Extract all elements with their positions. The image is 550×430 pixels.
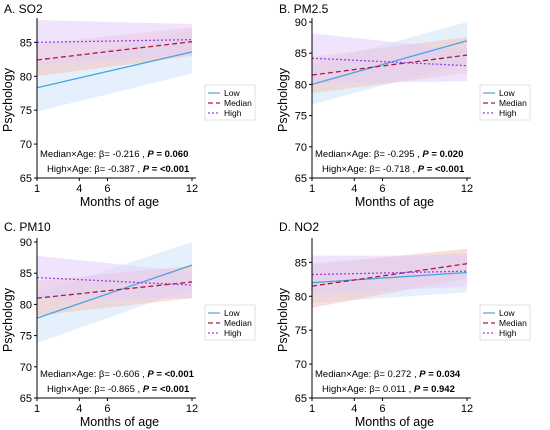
y-axis-label: Psychology <box>276 287 290 352</box>
panel-2: B. PM2.5 65 70 75 80 85 90 1 4 6 12 Months of age Ps… <box>276 2 531 209</box>
y-tick-label: 80 <box>20 71 32 83</box>
y-tick-label: 85 <box>295 48 307 60</box>
ci-band-high <box>37 19 192 65</box>
legend-label-low: Low <box>224 308 240 318</box>
y-tick-label: 65 <box>20 393 32 405</box>
y-tick-label: 80 <box>20 299 32 311</box>
legend-label-median: Median <box>499 98 527 108</box>
legend-box <box>204 304 256 341</box>
interaction-stat: High×Age: β= -0.387 , P = <0.001 <box>47 164 190 175</box>
y-tick-label: 70 <box>20 362 32 374</box>
y-tick-label: 90 <box>20 237 32 249</box>
series-line-high <box>311 270 468 276</box>
ci-band-high <box>312 33 467 84</box>
ci-band-high <box>312 255 467 294</box>
legend-label-high: High <box>499 108 517 118</box>
x-tick-label: 1 <box>34 183 40 195</box>
y-tick-label: 70 <box>295 359 307 371</box>
interaction-stat: High×Age: β= -0.865 , P = <0.001 <box>47 384 190 395</box>
legend-box <box>479 304 531 341</box>
y-tick-label: 80 <box>295 291 307 303</box>
y-tick-label: 65 <box>295 393 307 405</box>
legend-label-low: Low <box>499 308 515 318</box>
series-line-median <box>36 41 193 61</box>
y-tick-label: 90 <box>295 17 307 29</box>
series-line-high <box>36 38 193 43</box>
y-tick-label: 85 <box>20 37 32 49</box>
panel-3: C. PM10 65 70 75 80 85 90 1 4 6 12 Months of age Psy… <box>1 220 256 429</box>
x-axis-label: Months of age <box>80 195 159 209</box>
x-tick-label: 6 <box>104 403 110 415</box>
legend-label-high: High <box>224 328 242 338</box>
legend-label-high: High <box>224 108 242 118</box>
x-tick-label: 4 <box>76 183 82 195</box>
x-tick-label: 12 <box>186 403 198 415</box>
series-line-high <box>36 276 193 286</box>
legend-label-median: Median <box>224 98 252 108</box>
y-axis-label: Psychology <box>1 287 15 352</box>
y-tick-label: 85 <box>20 268 32 280</box>
series-line-high <box>311 57 468 67</box>
series-line-median <box>311 263 468 287</box>
legend-label-low: Low <box>499 88 515 98</box>
ci-band-high <box>37 255 192 300</box>
y-tick-label: 65 <box>295 173 307 185</box>
interaction-stat: Median×Age: β= -0.216 , P = 0.060 <box>40 149 188 160</box>
series-line-low <box>36 264 193 319</box>
x-tick-label: 1 <box>309 403 315 415</box>
series-line-median <box>36 281 193 299</box>
legend-label-median: Median <box>499 318 527 328</box>
y-tick-label: 85 <box>295 257 307 269</box>
interaction-stat: Median×Age: β= -0.606 , P = <0.001 <box>40 369 195 380</box>
panel-4: D. NO2 65 70 75 80 85 1 4 6 12 Months of age Psycho… <box>276 220 531 429</box>
panel-title: B. PM2.5 <box>279 2 329 16</box>
y-axis-label: Psychology <box>276 67 290 132</box>
x-tick-label: 12 <box>461 403 473 415</box>
legend-label-high: High <box>499 328 517 338</box>
interaction-stat: High×Age: β= 0.011 , P = 0.942 <box>322 384 455 395</box>
y-tick-label: 70 <box>295 142 307 154</box>
series-line-low <box>311 271 468 284</box>
x-tick-label: 12 <box>461 183 473 195</box>
x-tick-label: 4 <box>76 403 82 415</box>
y-tick-label: 75 <box>20 105 32 117</box>
interaction-stat: Median×Age: β= -0.295 , P = 0.020 <box>315 149 463 160</box>
x-axis-label: Months of age <box>80 415 159 429</box>
x-tick-label: 4 <box>351 403 357 415</box>
series-line-median <box>311 54 468 76</box>
legend-box <box>479 84 531 121</box>
x-tick-label: 6 <box>379 183 385 195</box>
y-tick-label: 75 <box>295 325 307 337</box>
x-tick-label: 12 <box>186 183 198 195</box>
x-axis-label: Months of age <box>355 415 434 429</box>
series-line-low <box>36 51 193 89</box>
y-tick-label: 65 <box>20 173 32 185</box>
x-axis-label: Months of age <box>355 195 434 209</box>
interaction-stat: High×Age: β= -0.718 , P = <0.001 <box>322 164 465 175</box>
legend-label-median: Median <box>224 318 252 328</box>
x-tick-label: 1 <box>34 403 40 415</box>
x-tick-label: 4 <box>351 183 357 195</box>
panel-title: A. SO2 <box>4 2 43 16</box>
y-axis-label: Psychology <box>1 67 15 132</box>
y-tick-label: 75 <box>295 111 307 123</box>
y-tick-label: 70 <box>20 139 32 151</box>
legend-box <box>204 84 256 121</box>
x-tick-label: 6 <box>379 403 385 415</box>
panel-1: A. SO2 65 70 75 80 85 1 4 6 12 Months of age Psycho… <box>1 2 256 209</box>
interaction-stat: Median×Age: β= 0.272 , P = 0.034 <box>315 369 461 380</box>
legend-label-low: Low <box>224 88 240 98</box>
x-tick-label: 1 <box>309 183 315 195</box>
x-tick-label: 6 <box>104 183 110 195</box>
panel-title: D. NO2 <box>279 220 319 234</box>
y-tick-label: 75 <box>20 331 32 343</box>
y-tick-label: 80 <box>295 79 307 91</box>
panel-title: C. PM10 <box>4 220 51 234</box>
